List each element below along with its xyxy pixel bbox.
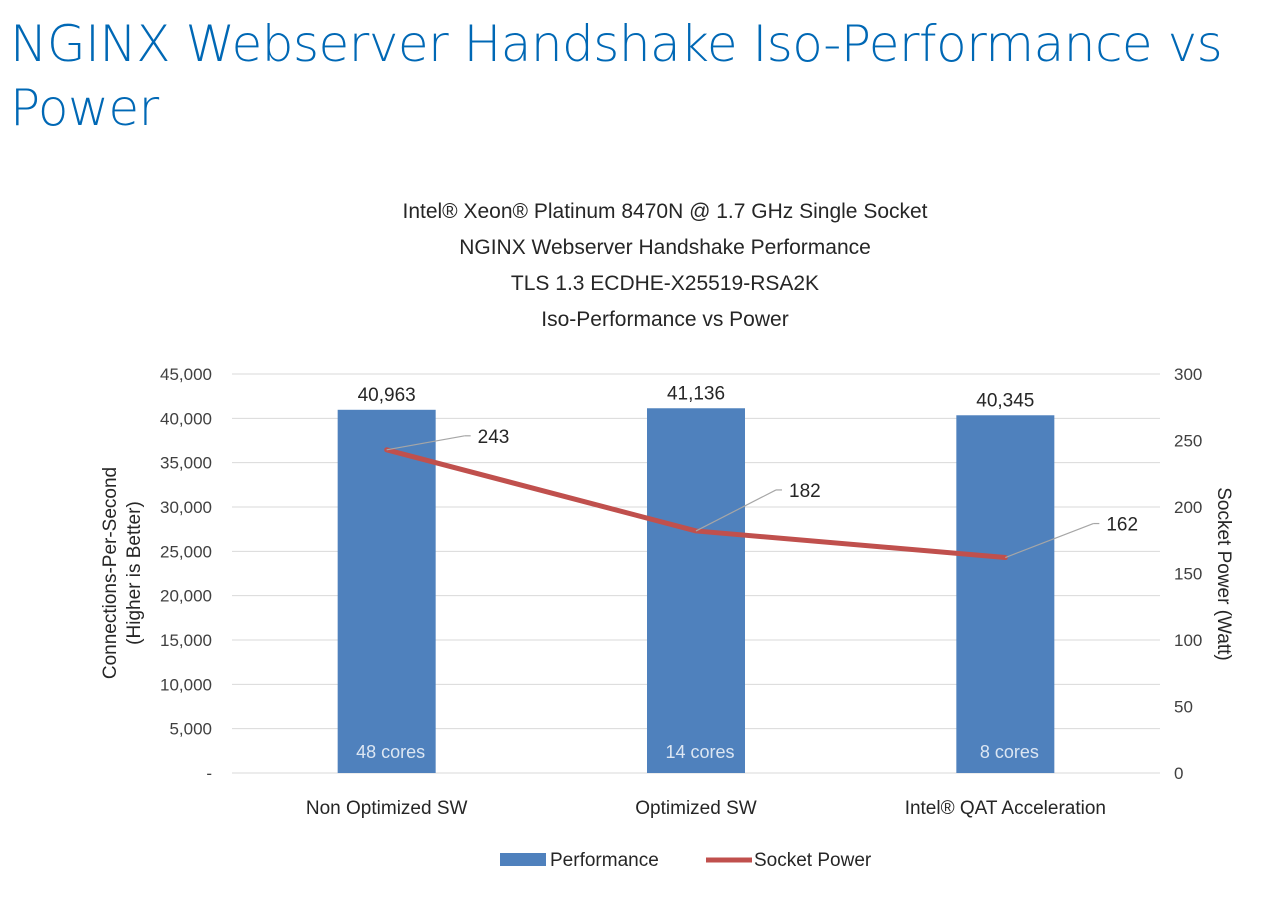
chart-title-line-4: Iso-Performance vs Power bbox=[541, 308, 789, 331]
y2-tick-label: 250 bbox=[1174, 432, 1202, 451]
bar-performance bbox=[647, 408, 745, 773]
bar-data-label: 40,963 bbox=[358, 385, 416, 406]
bar-inner-label: 8 cores bbox=[980, 742, 1039, 762]
y2-tick-label: 50 bbox=[1174, 698, 1193, 717]
y-tick-label: 10,000 bbox=[160, 675, 212, 694]
x-category-label: Non Optimized SW bbox=[306, 798, 468, 819]
y-tick-label: - bbox=[206, 764, 212, 783]
leader-line bbox=[1005, 522, 1094, 559]
y2-tick-label: 100 bbox=[1174, 631, 1202, 650]
leader-line bbox=[695, 489, 777, 532]
bar-performance bbox=[956, 415, 1055, 773]
y-tick-label: 40,000 bbox=[160, 409, 212, 428]
line-data-label: 243 bbox=[478, 427, 510, 448]
y-axis-title-line-1: Connections-Per-Second bbox=[100, 467, 121, 679]
y-tick-label: 30,000 bbox=[160, 498, 212, 517]
leader-line bbox=[386, 435, 465, 451]
y2-tick-label: 300 bbox=[1174, 365, 1202, 384]
line-data-label: 162 bbox=[1106, 515, 1138, 536]
y-tick-label: 45,000 bbox=[160, 365, 212, 384]
y-tick-label: 35,000 bbox=[160, 454, 212, 473]
bar-data-label: 40,345 bbox=[976, 390, 1034, 411]
chart-title-line-3: TLS 1.3 ECDHE-X25519-RSA2K bbox=[510, 272, 820, 295]
bar-inner-label: 14 cores bbox=[665, 742, 734, 762]
y2-tick-label: 150 bbox=[1174, 565, 1202, 584]
bar-data-label: 41,136 bbox=[667, 383, 725, 404]
line-data-label: 182 bbox=[789, 481, 821, 502]
y-tick-label: 25,000 bbox=[160, 542, 212, 561]
chart-title-line-1: Intel® Xeon® Platinum 8470N @ 1.7 GHz Si… bbox=[402, 200, 928, 223]
chart-title-line-2: NGINX Webserver Handshake Performance bbox=[459, 236, 871, 259]
bar-performance bbox=[337, 409, 436, 773]
bar-inner-label: 48 cores bbox=[356, 742, 425, 762]
y-axis-title-line-2: (Higher is Better) bbox=[124, 501, 145, 645]
x-category-label: Intel® QAT Acceleration bbox=[905, 798, 1106, 819]
legend-label-socket-power: Socket Power bbox=[754, 850, 872, 871]
page-title: NGINX Webserver Handshake Iso-Performanc… bbox=[10, 15, 1223, 137]
x-category-label: Optimized SW bbox=[635, 798, 756, 819]
y-tick-label: 5,000 bbox=[169, 720, 212, 739]
y2-tick-label: 0 bbox=[1174, 764, 1183, 783]
legend-swatch-performance bbox=[500, 853, 546, 866]
legend-label-performance: Performance bbox=[550, 850, 659, 871]
y-tick-label: 20,000 bbox=[160, 587, 212, 606]
y-tick-label: 15,000 bbox=[160, 631, 212, 650]
y2-tick-label: 200 bbox=[1174, 498, 1202, 517]
y2-axis-title: Socket Power (Watt) bbox=[1213, 487, 1234, 661]
